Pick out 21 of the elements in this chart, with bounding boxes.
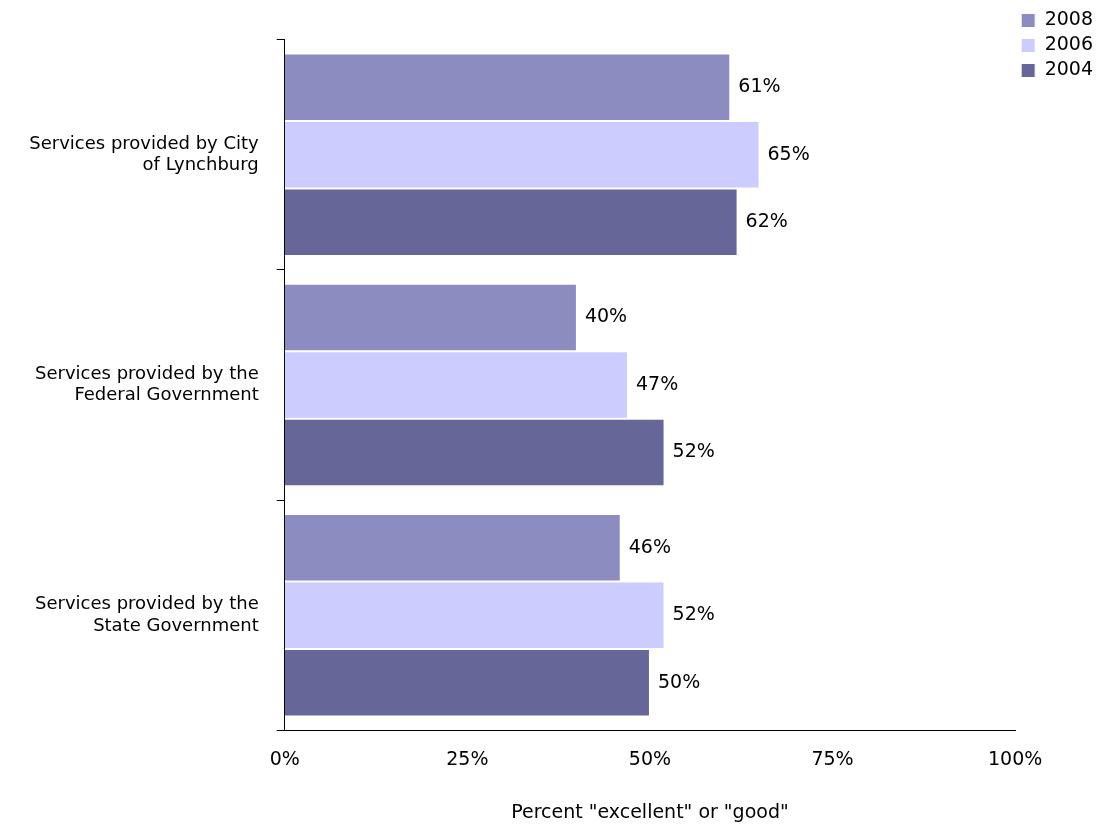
- x-tick-label: 50%: [628, 746, 672, 769]
- legend-label: 2008: [1044, 7, 1094, 30]
- y-tick-label: Services provided by the Federal Government: [35, 361, 259, 405]
- data-label: 50%: [657, 669, 701, 692]
- x-axis-title: Percent "excellent" or "good": [511, 799, 789, 822]
- data-label: 40%: [584, 304, 628, 327]
- data-label: 47%: [636, 371, 679, 394]
- x-tick-label: 75%: [811, 746, 854, 769]
- x-tick-label: 0%: [269, 746, 300, 769]
- data-label: 62%: [745, 209, 788, 232]
- data-label: 52%: [672, 602, 715, 625]
- data-label: 52%: [672, 439, 715, 462]
- data-label: 65%: [767, 141, 810, 164]
- legend-label: 2004: [1044, 57, 1094, 80]
- y-tick-label: Services provided by City of Lynchburg: [29, 131, 260, 175]
- data-label: 61%: [738, 74, 781, 97]
- y-tick-label: Services provided by the State Government: [35, 592, 259, 635]
- x-tick-label: 25%: [446, 746, 489, 769]
- x-tick-label: 100%: [987, 746, 1043, 769]
- legend-label: 2006: [1044, 32, 1094, 55]
- data-label: 46%: [628, 534, 671, 557]
